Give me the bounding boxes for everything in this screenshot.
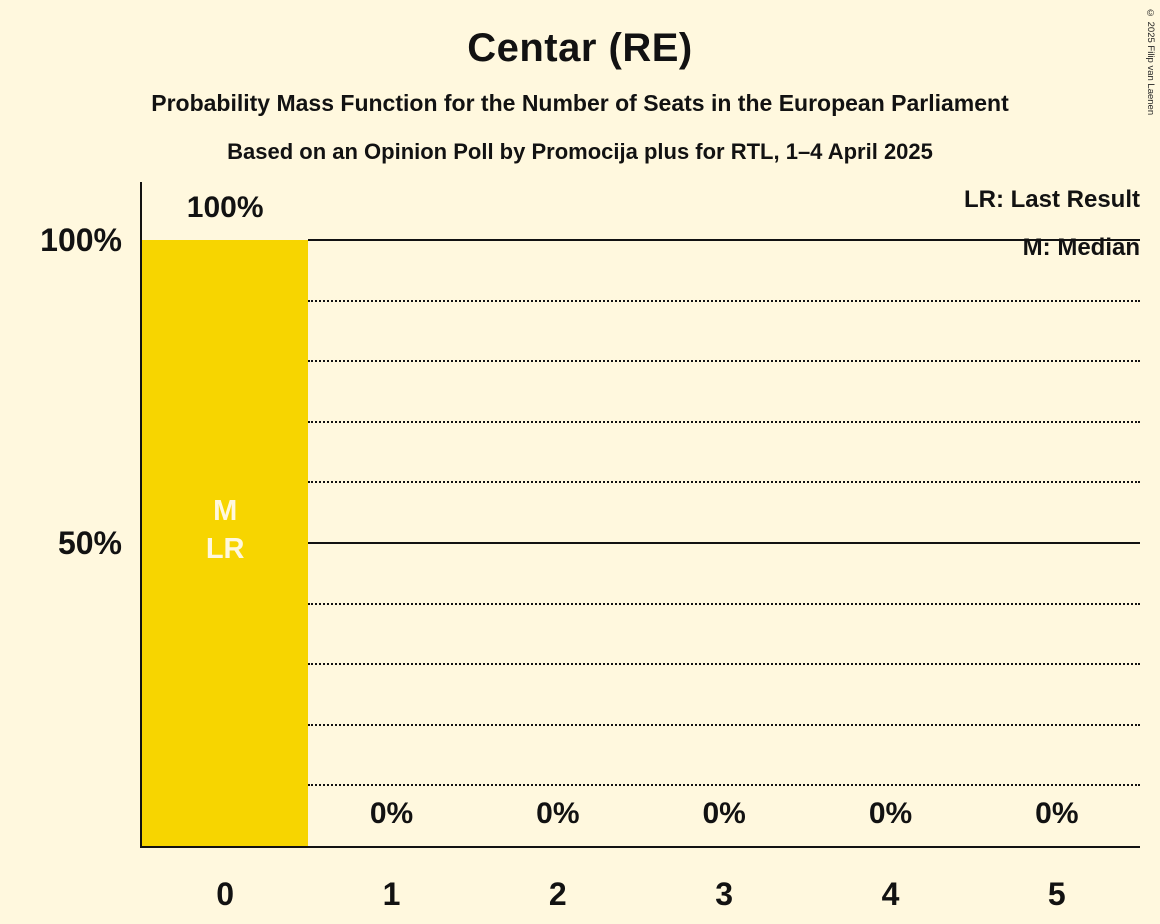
gridline-50-solid bbox=[308, 542, 1140, 544]
value-label-seat-2: 0% bbox=[536, 797, 580, 830]
value-label-seat-5: 0% bbox=[1035, 797, 1079, 830]
bar-seat-0 bbox=[142, 240, 309, 846]
y-axis-label-100: 100% bbox=[40, 222, 122, 258]
x-tick-4: 4 bbox=[881, 876, 900, 912]
x-tick-3: 3 bbox=[715, 876, 734, 912]
chart-subtitle: Probability Mass Function for the Number… bbox=[151, 90, 1009, 116]
gridline-100-solid bbox=[308, 239, 1140, 241]
value-label-seat-1: 0% bbox=[369, 797, 414, 830]
copyright-text: © 2025 Filip van Laenen bbox=[1145, 8, 1156, 116]
chart-title: Centar (RE) bbox=[467, 26, 693, 70]
gridline-30-dotted bbox=[308, 663, 1140, 666]
gridline-40-dotted bbox=[308, 602, 1140, 605]
gridline-80-dotted bbox=[308, 360, 1140, 363]
y-axis-label-50: 50% bbox=[57, 525, 122, 561]
legend-last-result: LR: Last Result bbox=[963, 186, 1140, 213]
chart-source-line: Based on an Opinion Poll by Promocija pl… bbox=[227, 139, 933, 164]
legend-median: M: Median bbox=[1022, 234, 1140, 261]
gridline-60-dotted bbox=[308, 481, 1140, 484]
bar-annotation-seat-0: M LR bbox=[142, 492, 308, 568]
value-label-seat-4: 0% bbox=[868, 797, 913, 830]
x-tick-0: 0 bbox=[216, 876, 235, 912]
x-tick-5: 5 bbox=[1047, 876, 1066, 912]
x-tick-2: 2 bbox=[548, 876, 567, 912]
last-result-marker: LR bbox=[205, 533, 245, 565]
median-marker: M bbox=[213, 495, 238, 527]
x-tick-1: 1 bbox=[382, 876, 401, 912]
plot-area: M LR 100% 0% 0% 0% 0% 0% bbox=[140, 182, 1140, 848]
gridline-90-dotted bbox=[308, 299, 1140, 302]
gridline-70-dotted bbox=[308, 420, 1140, 423]
gridline-20-dotted bbox=[308, 723, 1140, 726]
value-label-seat-3: 0% bbox=[702, 797, 746, 830]
gridline-10-dotted bbox=[308, 784, 1140, 787]
value-label-seat-0: 100% bbox=[186, 191, 264, 224]
x-axis-ticks: 0 1 2 3 4 5 bbox=[142, 872, 1140, 918]
